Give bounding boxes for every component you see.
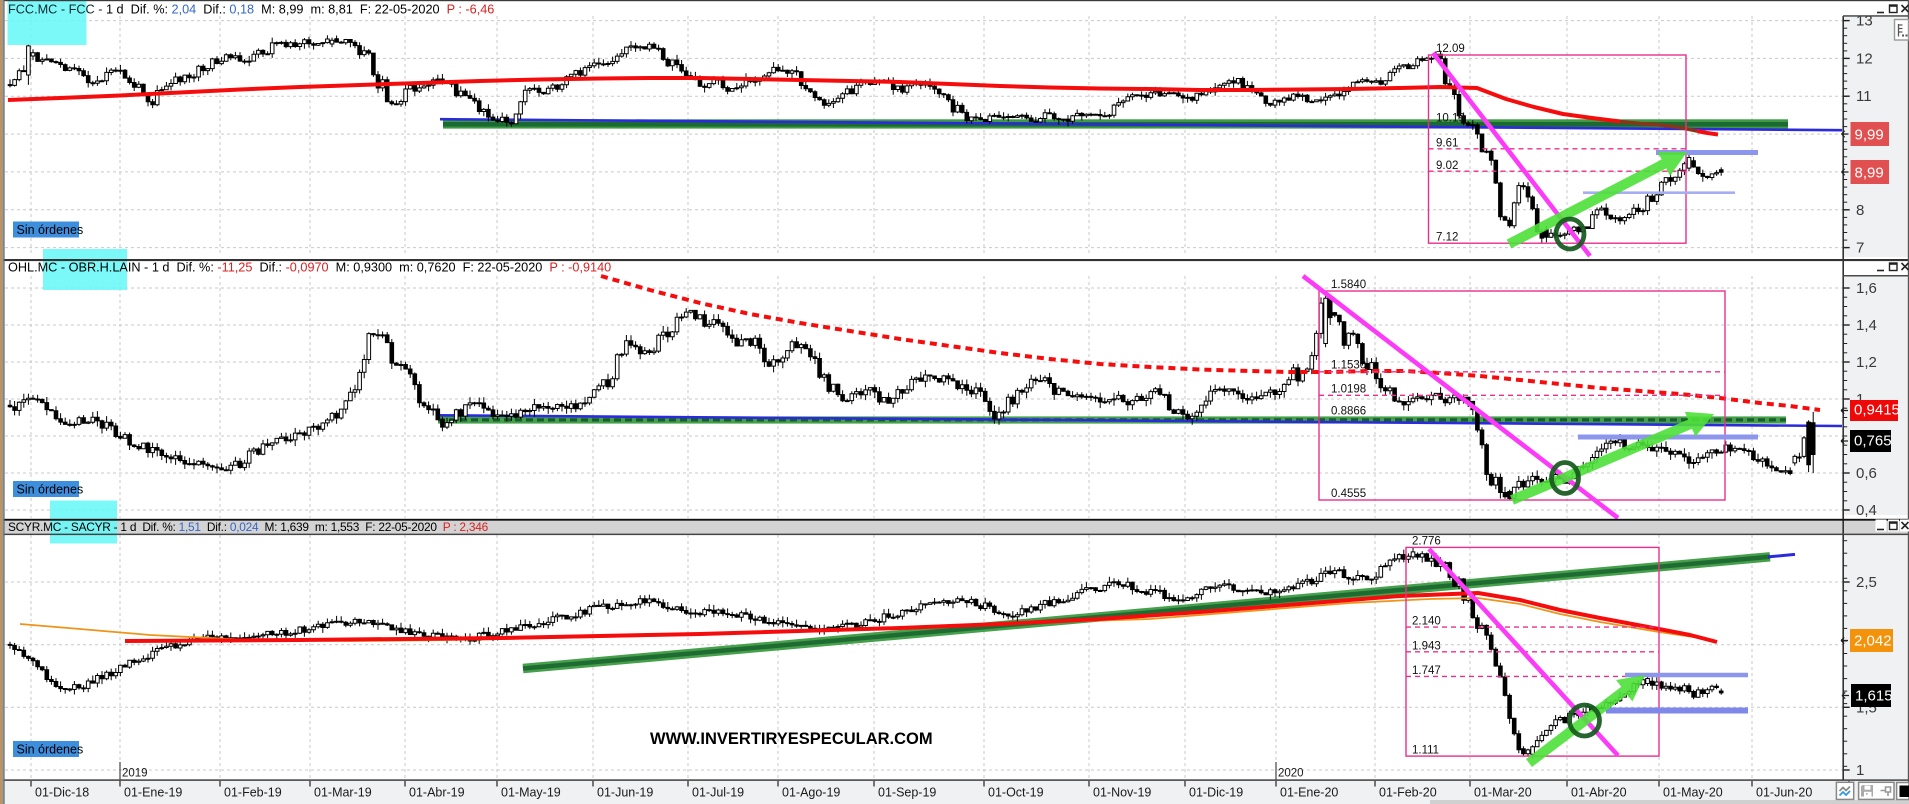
svg-text:2020: 2020 xyxy=(1278,768,1304,780)
svg-text:2,5: 2,5 xyxy=(1856,574,1877,591)
svg-text:1.111: 1.111 xyxy=(1412,745,1439,757)
svg-text:01-May-20: 01-May-20 xyxy=(1663,786,1723,800)
svg-text:WWW.INVERTIRYESPECULAR.COM: WWW.INVERTIRYESPECULAR.COM xyxy=(650,730,933,748)
svg-text:1,6: 1,6 xyxy=(1856,280,1877,297)
svg-text:9,99: 9,99 xyxy=(1855,127,1884,144)
svg-text:01-May-19: 01-May-19 xyxy=(501,786,561,800)
svg-text:1: 1 xyxy=(1856,391,1864,408)
svg-text:Sin órdenes: Sin órdenes xyxy=(17,743,84,757)
svg-text:12: 12 xyxy=(1856,50,1873,67)
svg-text:01-Nov-19: 01-Nov-19 xyxy=(1093,786,1151,800)
svg-text:01-Dic-18: 01-Dic-18 xyxy=(35,786,89,800)
svg-text:01-Mar-19: 01-Mar-19 xyxy=(314,786,372,800)
svg-text:01-Abr-20: 01-Abr-20 xyxy=(1571,786,1627,800)
svg-text:01-Mar-20: 01-Mar-20 xyxy=(1474,786,1532,800)
svg-text:1.1530: 1.1530 xyxy=(1331,360,1366,372)
svg-text:01-Sep-19: 01-Sep-19 xyxy=(878,786,936,800)
svg-text:11: 11 xyxy=(1856,88,1872,105)
svg-text:01-Jun-19: 01-Jun-19 xyxy=(597,786,653,800)
svg-text:01-Feb-20: 01-Feb-20 xyxy=(1379,786,1437,800)
svg-text:7.12: 7.12 xyxy=(1436,232,1458,244)
svg-text:0,4: 0,4 xyxy=(1856,502,1877,519)
svg-text:01-Oct-19: 01-Oct-19 xyxy=(988,786,1044,800)
svg-text:0,765: 0,765 xyxy=(1854,433,1892,450)
svg-text:Sin órdenes: Sin órdenes xyxy=(17,223,84,237)
svg-text:1: 1 xyxy=(1856,762,1864,779)
svg-text:8,99: 8,99 xyxy=(1855,165,1884,182)
svg-text:01-Jun-20: 01-Jun-20 xyxy=(1756,786,1812,800)
svg-text:01-Ene-19: 01-Ene-19 xyxy=(124,786,182,800)
svg-text:OHL.MC - OBR.H.LAIN - 1 d Dif: OHL.MC - OBR.H.LAIN - 1 d Dif. %: -11,25… xyxy=(8,261,611,275)
svg-text:2.140: 2.140 xyxy=(1412,616,1441,628)
svg-text:01-Dic-19: 01-Dic-19 xyxy=(1189,786,1243,800)
svg-text:0,6: 0,6 xyxy=(1856,465,1877,482)
svg-text:12.09: 12.09 xyxy=(1436,43,1465,55)
svg-text:SCYR.MC - SACYR - 1 d Dif. %:: SCYR.MC - SACYR - 1 d Dif. %: 1,51 Dif.:… xyxy=(8,520,489,534)
svg-text:01-Abr-19: 01-Abr-19 xyxy=(409,786,465,800)
svg-text:2019: 2019 xyxy=(122,768,148,780)
svg-text:13: 13 xyxy=(1856,13,1873,30)
svg-text:1.0198: 1.0198 xyxy=(1331,384,1366,396)
svg-text:9.61: 9.61 xyxy=(1436,138,1458,150)
svg-text:1,4: 1,4 xyxy=(1856,317,1877,334)
svg-text:FCC.MC - FCC - 1 d Dif. %: 2,: FCC.MC - FCC - 1 d Dif. %: 2,04 Dif.: 0,… xyxy=(8,3,494,17)
svg-text:01-Feb-19: 01-Feb-19 xyxy=(224,786,282,800)
svg-text:10.19: 10.19 xyxy=(1436,113,1465,125)
svg-text:1.943: 1.943 xyxy=(1412,640,1441,652)
svg-text:2,042: 2,042 xyxy=(1854,633,1892,650)
svg-text:1.747: 1.747 xyxy=(1412,665,1441,677)
svg-text:Sin órdenes: Sin órdenes xyxy=(17,483,84,497)
svg-text:1,615: 1,615 xyxy=(1855,688,1893,705)
svg-text:01-Jul-19: 01-Jul-19 xyxy=(692,786,744,800)
svg-text:1.5840: 1.5840 xyxy=(1331,279,1366,291)
svg-text:9.02: 9.02 xyxy=(1436,160,1458,172)
svg-text:1,2: 1,2 xyxy=(1856,354,1877,371)
svg-text:8: 8 xyxy=(1856,202,1864,219)
svg-text:0.4555: 0.4555 xyxy=(1331,488,1366,500)
svg-text:01-Ago-19: 01-Ago-19 xyxy=(782,786,840,800)
svg-text:7: 7 xyxy=(1856,240,1864,257)
svg-text:0,9415: 0,9415 xyxy=(1854,402,1900,419)
svg-text:01-Ene-20: 01-Ene-20 xyxy=(1280,786,1338,800)
svg-text:0.8866: 0.8866 xyxy=(1331,406,1366,418)
svg-text:2.776: 2.776 xyxy=(1412,536,1441,548)
